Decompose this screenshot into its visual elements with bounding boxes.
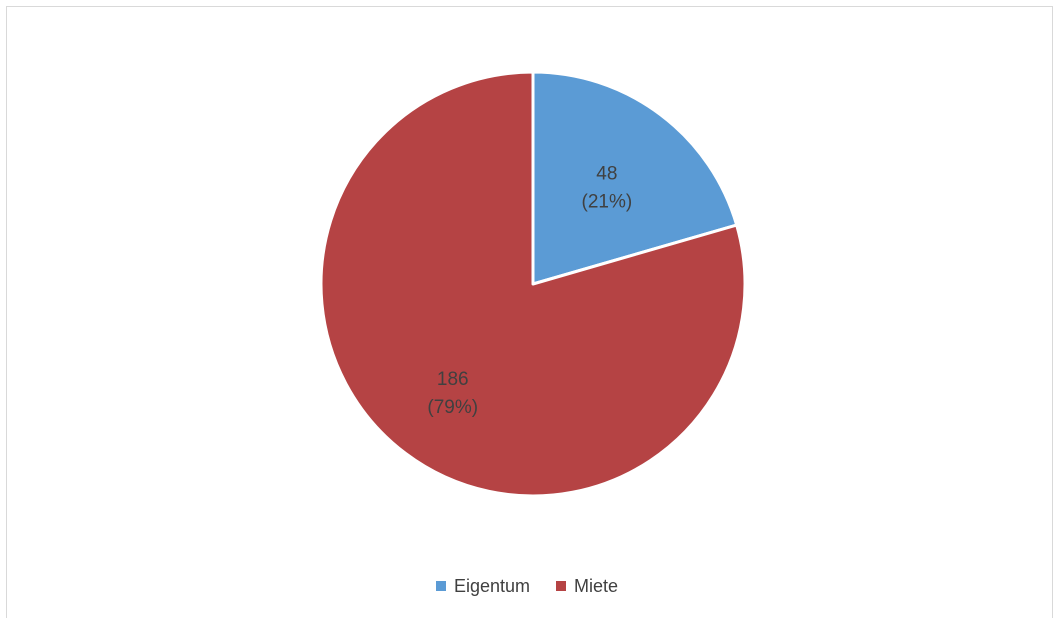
data-label-percent-miete: (79%) <box>427 397 478 418</box>
data-label-value-miete: 186 <box>437 369 469 390</box>
legend-label-eigentum: Eigentum <box>453 575 531 596</box>
pie-slice-eigentum <box>531 70 739 286</box>
pie-slice-miete <box>319 70 747 498</box>
data-label-value-eigentum: 48 <box>596 164 617 185</box>
legend-item-miete: Miete <box>556 576 618 597</box>
legend-swatch-eigentum <box>435 581 446 591</box>
legend: Eigentum Miete <box>0 573 1054 599</box>
data-label-percent-eigentum: (21%) <box>582 192 633 213</box>
legend-label-miete: Miete <box>574 575 619 596</box>
legend-swatch-miete <box>556 581 567 591</box>
legend-item-eigentum: Eigentum <box>435 575 531 597</box>
